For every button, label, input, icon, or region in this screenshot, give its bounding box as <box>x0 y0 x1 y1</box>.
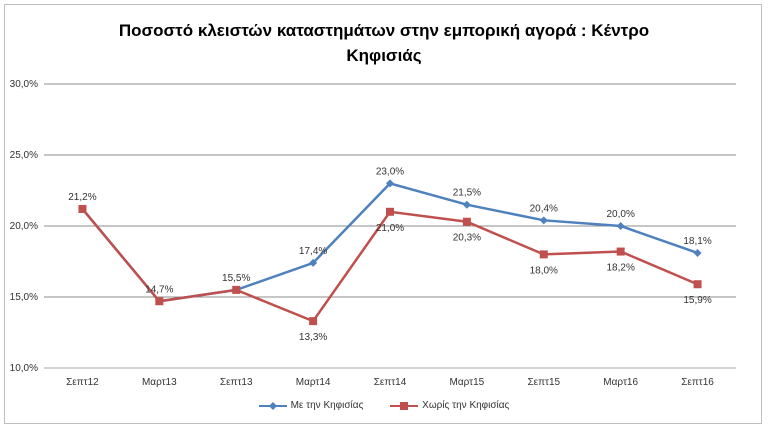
legend-label: Με την Κηφισίας <box>290 400 364 411</box>
legend: Με την Κηφισίας Χωρίς την Κηφισίας <box>0 400 768 414</box>
y-tick-label: 25,0% <box>10 150 38 161</box>
data-label: 21,5% <box>453 188 481 199</box>
data-point <box>232 285 241 294</box>
data-point <box>616 247 625 256</box>
chart-frame <box>4 4 762 424</box>
data-label: 23,0% <box>376 166 404 177</box>
data-point <box>539 216 548 225</box>
data-label: 21,0% <box>376 223 404 234</box>
data-point <box>462 200 471 209</box>
data-label: 13,3% <box>299 332 327 343</box>
data-point <box>309 258 318 267</box>
x-tick-label: Σεπτ14 <box>374 377 407 388</box>
data-label: 20,3% <box>453 233 481 244</box>
diamond-line-icon <box>258 401 287 410</box>
x-tick-label: Σεπτ12 <box>66 377 99 388</box>
data-label: 20,4% <box>530 203 558 214</box>
data-point <box>616 222 625 230</box>
square-line-icon <box>390 401 419 410</box>
data-point <box>693 248 702 257</box>
data-label: 18,1% <box>683 236 711 247</box>
x-tick-label: Μαρτ14 <box>296 377 331 388</box>
data-label: 17,4% <box>299 246 327 257</box>
chart-title: Ποσοστό κλειστών καταστημάτων στην εμπορ… <box>118 21 650 65</box>
y-tick-label: 30,0% <box>10 79 38 90</box>
data-point <box>539 250 548 259</box>
data-label: 18,2% <box>606 263 634 274</box>
x-tick-label: Σεπτ13 <box>220 377 253 388</box>
data-label: 18,0% <box>530 265 558 276</box>
data-label: 14,7% <box>145 284 173 295</box>
data-label: 21,2% <box>68 192 96 203</box>
data-point <box>462 217 471 226</box>
data-point <box>155 297 164 306</box>
x-tick-label: Σεπτ16 <box>681 377 714 388</box>
data-point <box>386 207 394 216</box>
legend-item-with: Με την Κηφισίας <box>258 400 364 411</box>
x-tick-label: Μαρτ13 <box>142 377 177 388</box>
x-tick-label: Μαρτ15 <box>450 377 485 388</box>
legend-item-without: Χωρίς την Κηφισίας <box>390 400 509 411</box>
x-tick-label: Μαρτ16 <box>603 377 638 388</box>
data-point <box>386 179 394 188</box>
data-point <box>78 204 87 213</box>
data-label: 15,5% <box>222 273 250 284</box>
data-point <box>309 317 318 326</box>
y-tick-label: 10,0% <box>10 363 38 374</box>
legend-label: Χωρίς την Κηφισίας <box>422 400 510 411</box>
data-point <box>693 280 702 289</box>
data-label: 15,9% <box>683 295 711 306</box>
y-tick-label: 20,0% <box>10 221 38 232</box>
y-tick-label: 15,0% <box>10 292 38 303</box>
x-tick-label: Σεπτ15 <box>527 377 560 388</box>
data-label: 20,0% <box>606 209 634 220</box>
series-line-0 <box>81 181 698 303</box>
